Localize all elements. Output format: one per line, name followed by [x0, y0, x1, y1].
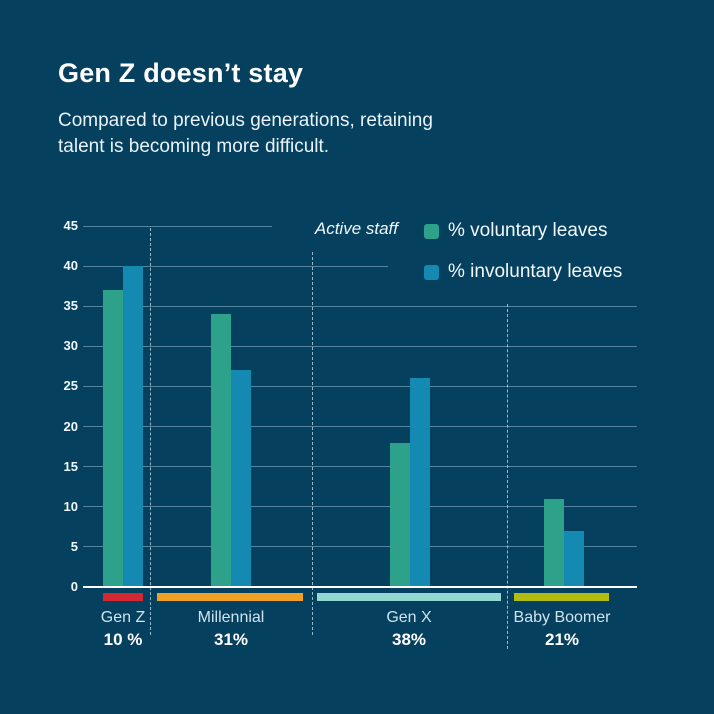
category-label-gen-x: Gen X	[386, 609, 432, 626]
active-staff-label: Active staff	[314, 219, 398, 238]
legend-label-involuntary: % involuntary leaves	[448, 261, 623, 282]
bar-involuntary-baby-boomer	[564, 530, 584, 587]
gridline-10	[83, 506, 637, 508]
active-staff-bar-gen-z	[103, 593, 143, 601]
y-tick-label-15: 15	[63, 458, 78, 474]
bar-involuntary-millennial	[231, 370, 251, 587]
category-label-baby-boomer: Baby Boomer	[513, 609, 611, 626]
gridline-20	[83, 426, 637, 428]
active-staff-bar-baby-boomer	[514, 593, 609, 601]
y-tick-label-5: 5	[70, 538, 78, 554]
active-staff-bar-gen-x	[317, 593, 501, 601]
category-label-millennial: Millennial	[197, 609, 265, 626]
y-tick-label-25: 25	[63, 378, 78, 394]
category-separator-2	[312, 252, 313, 635]
y-tick-label-20: 20	[63, 418, 78, 434]
legend-item-involuntary: % involuntary leaves	[424, 261, 622, 283]
legend-item-voluntary: % voluntary leaves	[424, 220, 607, 242]
voluntary-legend-swatch-icon	[424, 223, 439, 239]
bar-voluntary-millennial	[211, 314, 231, 587]
category-pct-gen-x: 38%	[391, 630, 427, 649]
gridline-40	[83, 265, 388, 267]
category-pct-millennial: 31%	[213, 630, 249, 649]
active-staff-bar-millennial	[157, 593, 303, 601]
y-tick-label-0: 0	[70, 579, 78, 594]
y-tick-label-45: 45	[63, 218, 78, 233]
bar-voluntary-gen-z	[103, 290, 123, 587]
bar-involuntary-gen-z	[123, 266, 143, 587]
gridline-30	[83, 345, 637, 347]
category-separator-3	[507, 304, 508, 649]
gridline-5	[83, 546, 637, 548]
y-tick-label-30: 30	[63, 338, 78, 354]
x-axis-line	[83, 586, 637, 588]
y-tick-label-10: 10	[63, 498, 78, 514]
gridline-45	[83, 225, 272, 227]
category-pct-baby-boomer: 21%	[544, 630, 580, 649]
bar-voluntary-baby-boomer	[544, 498, 564, 587]
category-separator-1	[150, 228, 151, 635]
bar-involuntary-gen-x	[410, 378, 430, 587]
chart-subtitle: Compared to previous generations, retain…	[58, 110, 433, 157]
category-pct-gen-z: 10 %	[103, 630, 143, 649]
chart-title: Gen Z doesn’t stay	[58, 58, 304, 88]
gridline-25	[83, 385, 637, 387]
y-tick-label-35: 35	[63, 298, 78, 314]
gridline-35	[83, 305, 637, 307]
category-label-gen-z: Gen Z	[100, 609, 146, 626]
bar-voluntary-gen-x	[390, 442, 410, 587]
y-tick-label-40: 40	[63, 258, 78, 274]
involuntary-legend-swatch-icon	[424, 264, 439, 280]
gridline-15	[83, 466, 637, 468]
legend-label-voluntary: % voluntary leaves	[448, 220, 608, 241]
